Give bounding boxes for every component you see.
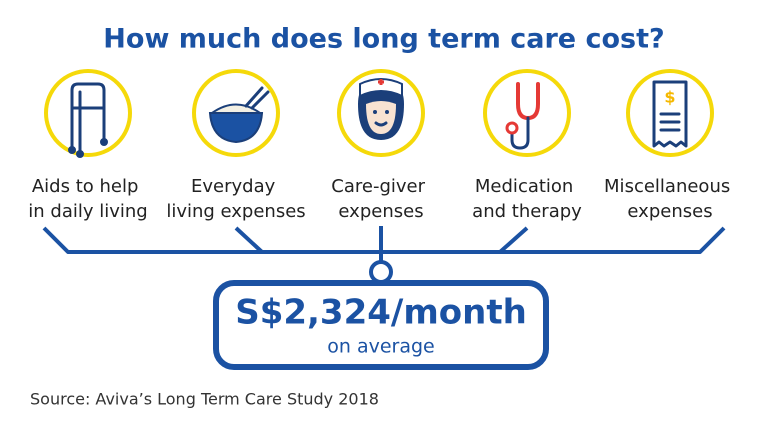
label-line: Care-giver bbox=[331, 176, 425, 197]
item-label: Medication and therapy bbox=[472, 176, 582, 222]
total-note: on average bbox=[327, 336, 435, 358]
label-line: Aids to help bbox=[32, 176, 139, 197]
label-line: living expenses bbox=[166, 201, 305, 222]
label-line: Everyday bbox=[191, 176, 276, 197]
label-line: expenses bbox=[338, 201, 423, 222]
nurse-icon bbox=[358, 78, 404, 140]
bowl-icon bbox=[208, 86, 270, 144]
icons: $ bbox=[44, 69, 714, 158]
total-box bbox=[213, 280, 549, 370]
label-line: Medication bbox=[475, 176, 573, 197]
source: Source: Aviva’s Long Term Care Study 201… bbox=[30, 390, 379, 409]
label-line: in daily living bbox=[28, 201, 147, 222]
title: How much does long term care cost? bbox=[103, 24, 664, 55]
item-label: Miscellaneous expenses bbox=[604, 176, 736, 222]
item-label: Care-giver expenses bbox=[331, 176, 430, 222]
svg-text:$: $ bbox=[664, 88, 675, 107]
receipt-icon: $ bbox=[652, 80, 688, 148]
label-line: and therapy bbox=[472, 201, 582, 222]
stethoscope-icon bbox=[505, 82, 540, 150]
item-label: Aids to help in daily living bbox=[28, 176, 147, 222]
walker-icon bbox=[68, 82, 108, 158]
icon-ring bbox=[483, 69, 571, 157]
icon-ring bbox=[44, 69, 132, 157]
label-line: Miscellaneous bbox=[604, 176, 730, 197]
label-line: expenses bbox=[627, 201, 712, 222]
total-amount: S$2,324/month bbox=[235, 293, 527, 333]
connectors bbox=[42, 226, 726, 284]
item-label: Everyday living expenses bbox=[166, 176, 305, 222]
